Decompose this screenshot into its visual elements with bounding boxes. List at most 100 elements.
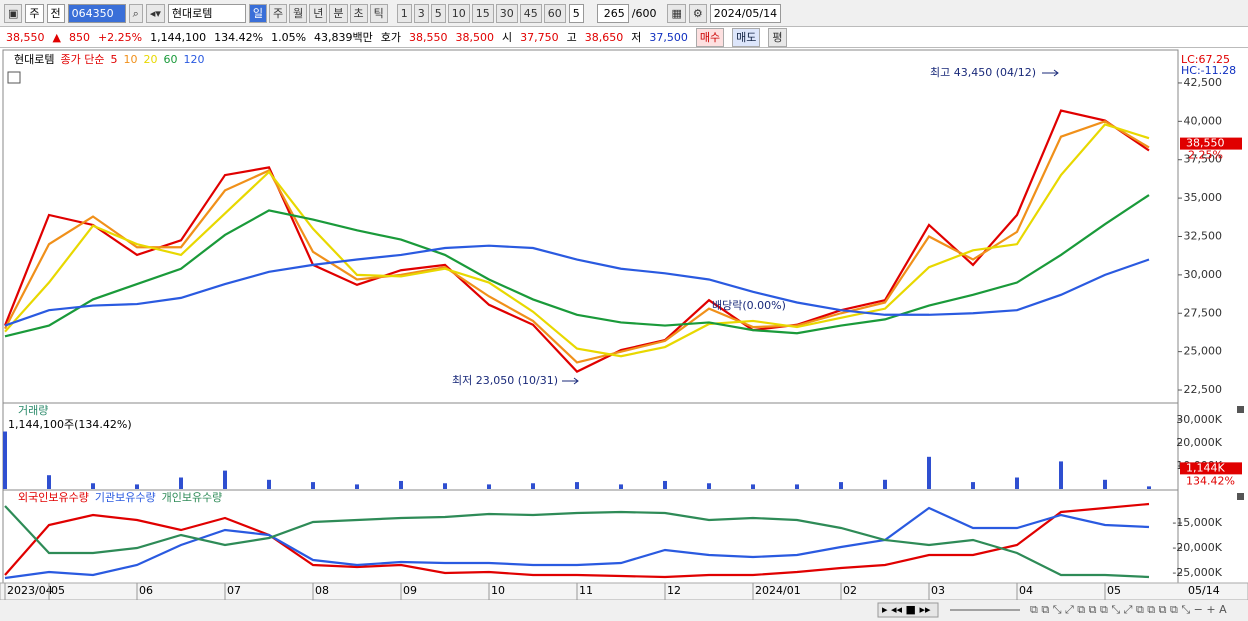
close-button[interactable] [1237,406,1244,413]
volume-bar [531,483,535,489]
x-tick-label: 12 [667,584,681,597]
volume-bar [91,483,95,489]
period-button[interactable]: 주 [269,3,288,23]
y-tick-label: -15,000K [1172,516,1222,529]
count-input[interactable]: 265 [596,3,629,23]
interval-button[interactable]: 1 [396,3,412,23]
prev-select[interactable]: 전 [46,3,65,23]
panel-subtitle: 1,144,100주(134.42%) [8,418,132,431]
legend-entry: 20 [143,53,157,66]
x-tick-label: 2024/01 [755,584,801,597]
search-button[interactable]: ⌕ [128,3,143,23]
chart: ▸ ◂◂ ■ ▸▸ ⧉ ⧉ ⤡ ⤢ ⧉ ⧉ ⧉ ⤡ ⤢ ⧉ ⧉ ⧉ ⧉ ⤡ − … [0,49,1248,621]
market-select[interactable]: 주 [25,3,44,23]
date-input[interactable]: 2024/05/14 [709,3,782,23]
panel-title: 거래량 [18,404,48,417]
quote-bar: 38,550 ▲ 850 +2.25% 1,144,100 134.42% 1.… [0,27,1248,48]
last-price-badge [1180,137,1242,150]
period-button[interactable]: 초 [349,3,368,23]
price: 38,550 [6,30,45,44]
interval-button[interactable]: 30 [495,3,518,23]
interval-button[interactable]: 10 [447,3,470,23]
volume-bar [1103,479,1107,489]
x-tick-label: 02 [843,584,857,597]
legend-entry: 10 [123,53,137,66]
volume-bar [47,475,51,489]
last-volume-badge [1180,462,1242,475]
volume-bar [267,479,271,489]
svg-text:⧉ ⧉ ⤡ ⤢ ⧉ ⧉ ⧉ ⤡ ⤢ ⧉ ⧉ ⧉ ⧉ ⤡ −: ⧉ ⧉ ⤡ ⤢ ⧉ ⧉ ⧉ ⤡ ⤢ ⧉ ⧉ ⧉ ⧉ ⤡ − + A [1030,603,1227,616]
volume-bar [487,484,491,489]
volume-bar [223,470,227,489]
series-line [4,120,1150,364]
y-tick-label: 30,000 [1184,268,1223,281]
interval-button[interactable]: 5 [430,3,446,23]
avg-button[interactable]: 평 [768,27,787,47]
y-tick-label: 22,500 [1184,383,1223,396]
code-input[interactable]: 064350 [67,3,126,23]
change: 850 [68,30,90,44]
change-pct: +2.25% [97,30,143,44]
legend-entry: 기관보유수량 [95,491,156,504]
volume-bar [1147,486,1151,489]
tool-button[interactable]: ⚙ [688,3,707,23]
interval-button[interactable]: 15 [471,3,494,23]
volume: 1,144,100 [150,30,207,44]
tool-button[interactable]: ▦ [667,3,686,23]
volume-bar [707,483,711,489]
period-button[interactable]: 일 [248,3,267,23]
indicator: HC:-11.28 [1181,64,1236,77]
interval-button[interactable]: 60 [543,3,566,23]
y-tick-label: 42,500 [1184,76,1223,89]
volume-bar [399,480,403,489]
buy-button[interactable]: 매수 [695,27,725,47]
volume-bar [795,484,799,489]
period-button[interactable]: 틱 [369,3,388,23]
volume-bar [619,484,623,489]
legend-entry: 개인보유수량 [162,491,223,504]
legend-entry: 120 [183,53,204,66]
scroll-controls[interactable]: ▸ ◂◂ ■ ▸▸ ⧉ ⧉ ⤡ ⤢ ⧉ ⧉ ⧉ ⤡ ⤢ ⧉ ⧉ ⧉ ⧉ ⤡ − … [877,602,1227,618]
interval-button[interactable]: 3 [413,3,429,23]
open: 37,750 [520,30,559,44]
period-button[interactable]: 분 [329,3,348,23]
annotation: 최고 43,450 (04/12) [930,66,1036,79]
last-price-label: 38,550 [1186,137,1225,150]
sound-button[interactable]: ◂▾ [145,3,165,23]
legend-entry: 외국인보유수량 [18,491,89,504]
x-tick-label: 08 [315,584,329,597]
bid: 38,500 [455,30,495,44]
table-icon[interactable] [7,71,21,84]
x-tick-label: 05 [1107,584,1121,597]
volume-bar [883,479,887,489]
volume-bar [927,456,931,489]
menu-button[interactable]: ▣ [4,3,23,23]
sell-button[interactable]: 매도 [732,27,761,47]
x-tick-label: 09 [403,584,417,597]
volume-bar [311,482,315,489]
volume-pct: 134.42% [214,30,264,44]
low-label: 저 [631,31,642,44]
volume-bar [1059,461,1063,489]
arrow [1042,69,1059,77]
period-button[interactable]: 년 [309,3,328,23]
x-tick-label: 2023/04 [7,584,53,597]
period-button[interactable]: 월 [289,3,308,23]
close-button[interactable] [1237,493,1244,500]
y-tick-label: 32,500 [1184,229,1223,242]
interval-select[interactable]: 5 [568,3,584,23]
volume-bar [355,484,359,489]
y-tick-label: 30,000K [1176,413,1222,426]
last-volume-pct: 134.42% [1186,474,1235,487]
interval-button[interactable]: 45 [519,3,542,23]
annotation: 배당락(0.00%) [712,299,786,312]
interval-group: 1 3 5 10 15 30 45 60 [396,3,566,23]
last-volume-label: 1,144K [1186,461,1225,474]
y-tick-label: 37,500 [1184,153,1223,166]
y-tick-label: 27,500 [1184,306,1223,319]
y-tick-label: 40,000 [1184,114,1223,127]
stock-name: 현대로템 [167,3,246,23]
x-tick-label: 11 [579,584,593,597]
